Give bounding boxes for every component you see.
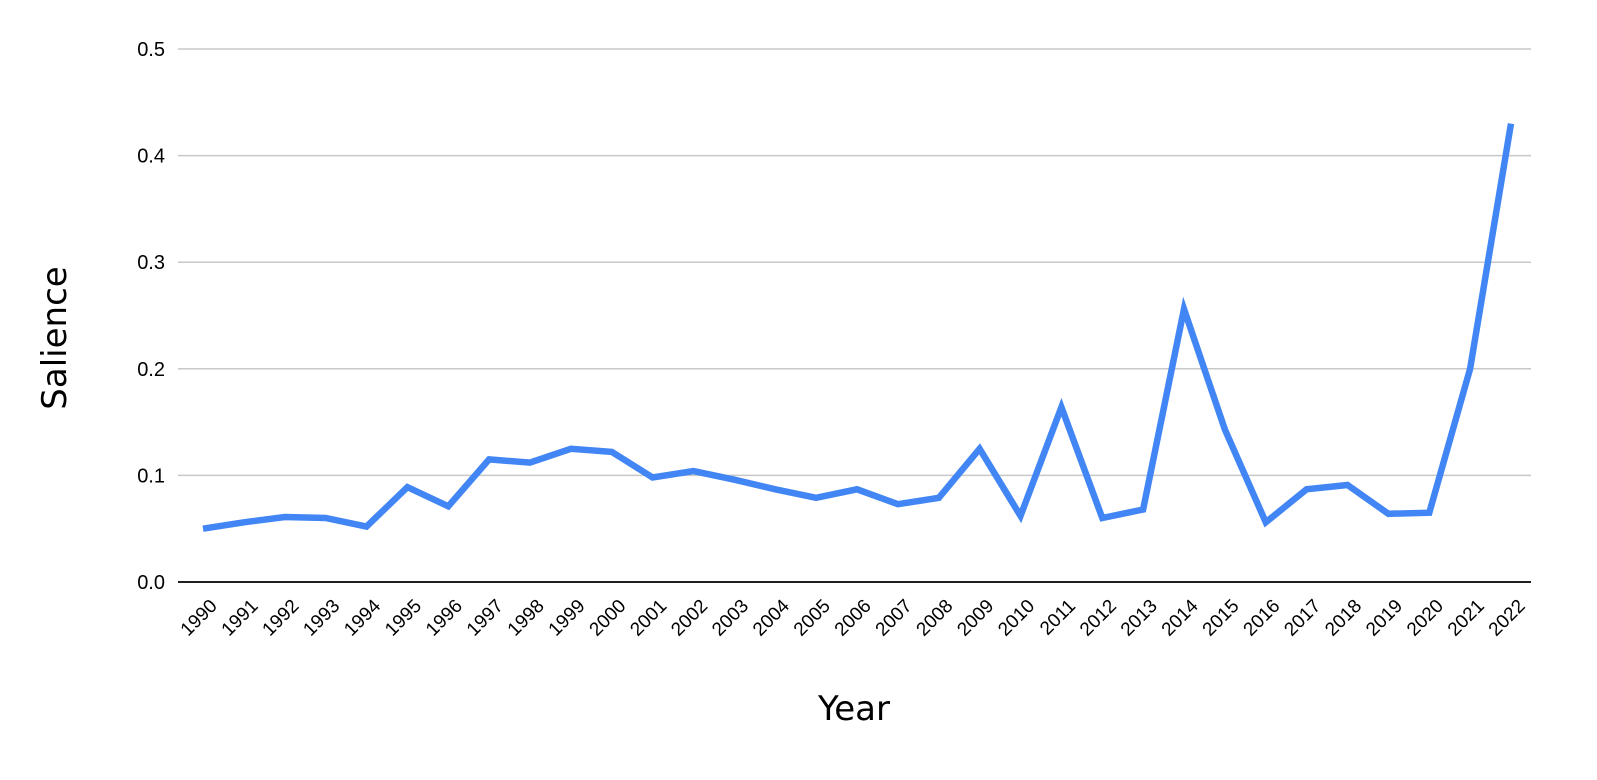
- x-axis-ticks: 1990199119921993199419951996199719981999…: [177, 595, 1530, 640]
- x-tick-label: 2022: [1485, 596, 1530, 641]
- x-tick-label: 2011: [1036, 596, 1080, 640]
- x-tick-label: 2012: [1076, 596, 1121, 641]
- x-tick-label: 2010: [994, 596, 1039, 641]
- x-tick-label: 1992: [259, 596, 304, 641]
- x-tick-label: 2018: [1321, 596, 1366, 641]
- y-axis-title: Salience: [35, 266, 75, 409]
- x-tick-label: 2008: [913, 596, 958, 641]
- x-axis-title: Year: [817, 689, 890, 729]
- x-tick-label: 2009: [953, 596, 998, 641]
- x-tick-label: 1996: [422, 596, 467, 641]
- x-tick-label: 2001: [626, 596, 671, 641]
- x-tick-label: 1994: [340, 595, 385, 640]
- y-axis-ticks: 0.0 0.1 0.2 0.3 0.4 0.5: [137, 39, 165, 594]
- x-tick-label: 2014: [1158, 595, 1203, 640]
- y-tick-label: 0.3: [137, 252, 165, 274]
- x-tick-label: 2016: [1240, 596, 1285, 641]
- x-tick-label: 2002: [667, 596, 712, 641]
- x-tick-label: 1998: [504, 596, 549, 641]
- x-tick-label: 2013: [1117, 596, 1162, 641]
- x-tick-label: 1995: [381, 596, 426, 641]
- x-tick-label: 1990: [177, 596, 222, 641]
- x-tick-label: 2020: [1403, 596, 1448, 641]
- y-tick-label: 0.0: [137, 572, 165, 594]
- gridlines: [178, 48, 1531, 477]
- y-tick-label: 0.4: [137, 146, 165, 168]
- x-tick-label: 2007: [872, 596, 917, 641]
- x-tick-label: 1999: [545, 596, 590, 641]
- x-tick-label: 1993: [299, 596, 344, 641]
- y-tick-label: 0.5: [137, 39, 165, 61]
- x-tick-label: 1991: [218, 596, 263, 641]
- x-tick-label: 2006: [831, 596, 876, 641]
- x-tick-label: 2004: [749, 595, 794, 640]
- x-tick-label: 2005: [790, 596, 835, 641]
- series-line-salience: [202, 123, 1515, 532]
- y-tick-label: 0.1: [137, 465, 165, 487]
- x-tick-label: 2019: [1362, 596, 1407, 641]
- x-tick-label: 2000: [586, 596, 631, 641]
- x-tick-label: 2003: [708, 596, 753, 641]
- x-tick-label: 2017: [1280, 596, 1325, 641]
- x-tick-label: 2021: [1444, 596, 1489, 641]
- x-tick-label: 1997: [463, 596, 508, 641]
- x-tick-label: 2015: [1199, 596, 1244, 641]
- y-tick-label: 0.2: [137, 359, 165, 381]
